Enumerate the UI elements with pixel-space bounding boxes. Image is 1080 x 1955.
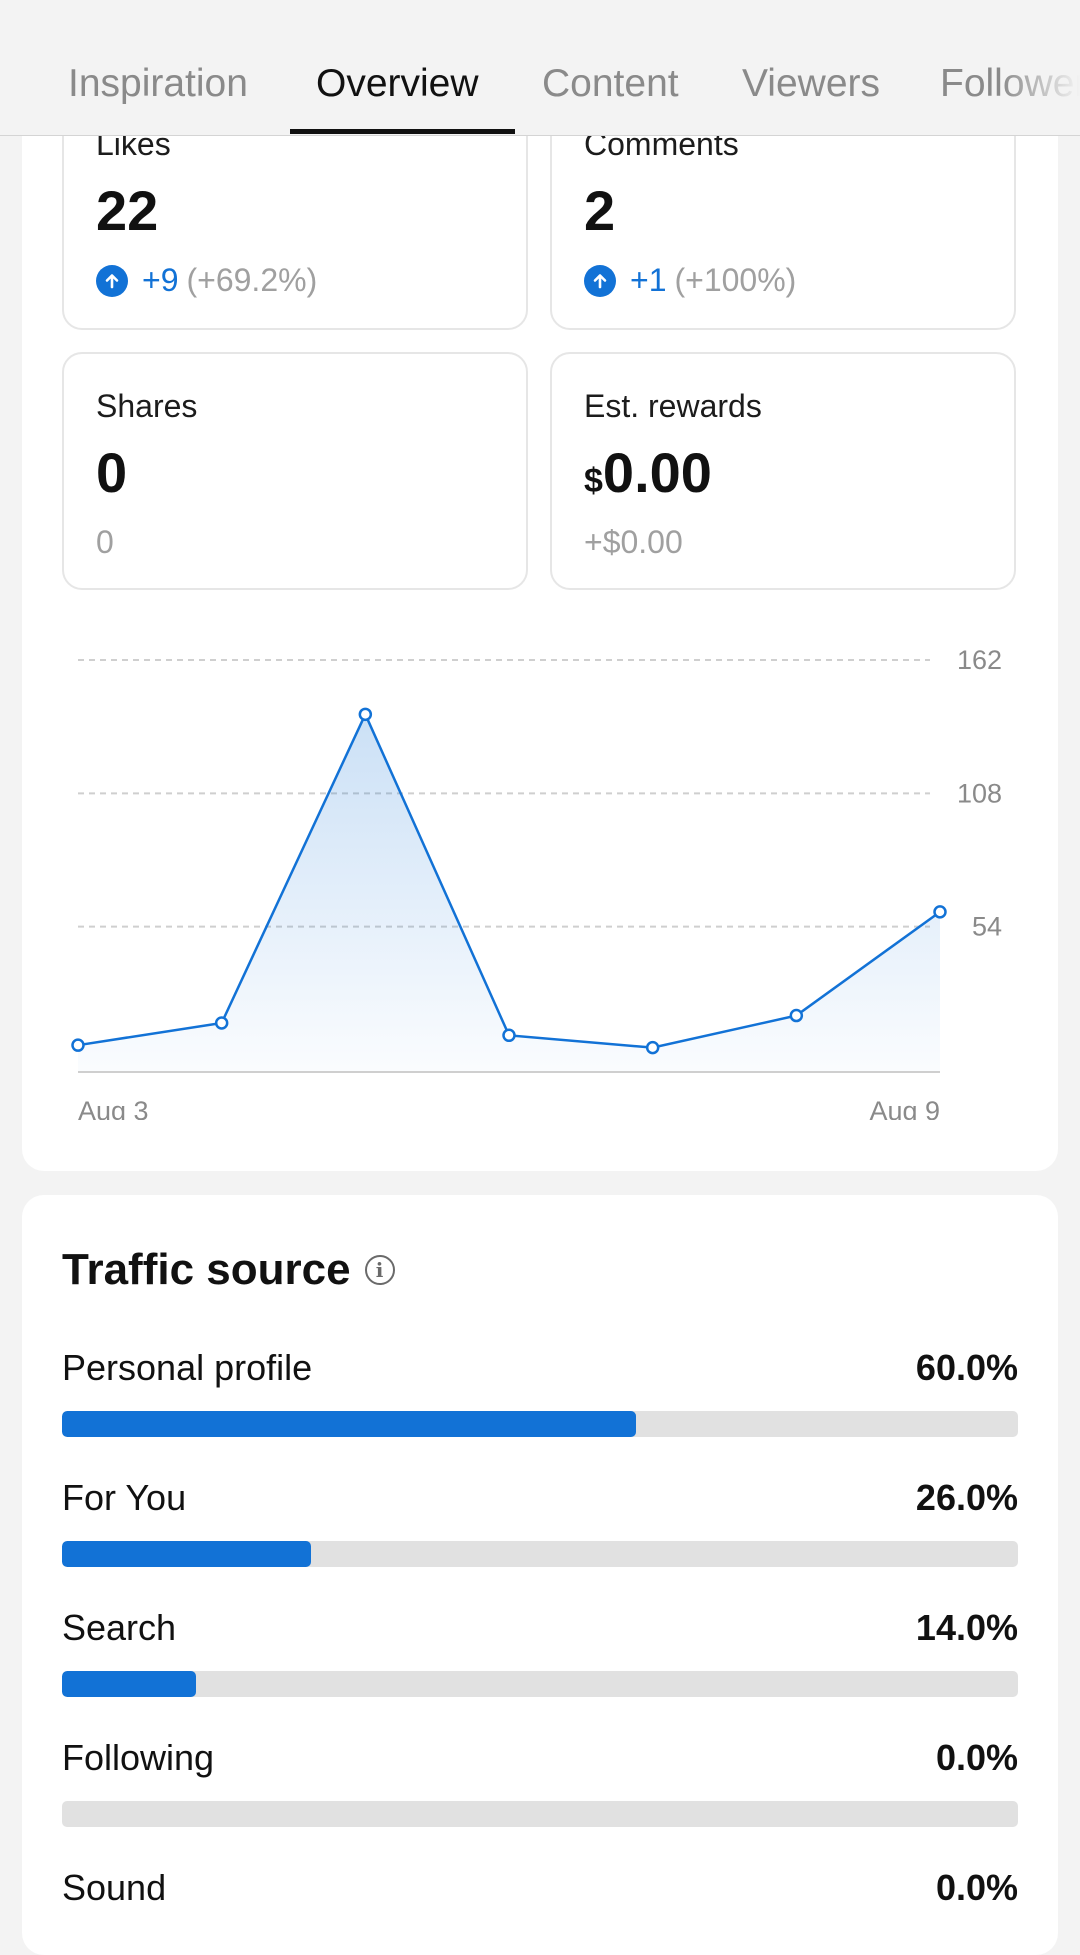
metric-comments-value: 2 (584, 179, 616, 242)
y-tick-label: 54 (972, 912, 1002, 942)
metric-likes-delta: +9 (+69.2%) (96, 262, 317, 299)
metric-shares-delta: 0 (96, 524, 114, 560)
y-tick-label: 108 (957, 778, 1002, 808)
source-name: Personal profile (62, 1347, 313, 1388)
metric-likes-value: 22 (96, 179, 159, 242)
metric-shares-value: 0 (96, 441, 128, 504)
source-percent: 26.0% (915, 1477, 1018, 1518)
metric-comments-delta: +1 (+100%) (584, 262, 796, 299)
tab-inspiration[interactable]: Inspiration (68, 62, 248, 105)
metric-likes-delta-value: +9 (142, 262, 179, 298)
source-bar-fill (62, 1541, 311, 1567)
metric-likes-delta-pct: (+69.2%) (186, 262, 318, 298)
data-point[interactable] (358, 707, 373, 722)
source-percent: 60.0% (915, 1347, 1018, 1388)
analytics-tab-bar: Inspiration Overview Content Viewers Fol… (0, 0, 1080, 136)
source-percent: 0.0% (935, 1737, 1018, 1778)
traffic-source-card: Traffic source i Personal profile 60.0% … (22, 1195, 1058, 1955)
source-bar-fill (62, 1411, 636, 1437)
tab-viewers[interactable]: Viewers (742, 62, 881, 105)
metric-rewards-value: $0.00 (584, 440, 712, 505)
data-point[interactable] (645, 1040, 660, 1055)
x-tick-label: Aug 9 (869, 1096, 940, 1120)
tab-content[interactable]: Content (542, 62, 679, 105)
source-bar-fill (62, 1671, 196, 1697)
active-tab-indicator (290, 129, 515, 134)
metric-comments-delta-value: +1 (630, 262, 667, 298)
source-bar-track (62, 1671, 1018, 1697)
metric-rewards-delta: +$0.00 (584, 524, 683, 560)
traffic-source-title: Traffic source (62, 1245, 351, 1294)
source-percent: 0.0% (935, 1867, 1018, 1908)
traffic-source-heading: Traffic source i (62, 1245, 395, 1295)
data-point[interactable] (789, 1008, 804, 1023)
source-name: Following (62, 1737, 215, 1778)
arrow-up-icon (584, 264, 616, 297)
metric-rewards[interactable]: Est. rewards $0.00 +$0.00 (550, 352, 1016, 590)
source-bar-track (62, 1411, 1018, 1437)
source-percent: 14.0% (915, 1607, 1018, 1648)
chart-area (78, 714, 940, 1072)
chart-labels: 54 108 162 Aug 3 Aug 9 (78, 645, 1002, 1120)
arrow-up-icon (96, 264, 128, 297)
x-tick-label: Aug 3 (78, 1096, 149, 1120)
data-point[interactable] (502, 1028, 516, 1043)
tab-overview[interactable]: Overview (316, 62, 479, 105)
source-name: For You (62, 1477, 187, 1518)
source-name: Search (62, 1607, 177, 1648)
source-name: Sound (62, 1867, 167, 1908)
chart-line (77, 711, 941, 1049)
data-point[interactable] (214, 1016, 229, 1030)
metric-comments-delta-pct: (+100%) (674, 262, 797, 298)
metric-shares-label: Shares (96, 388, 198, 424)
source-bar-track (62, 1801, 1018, 1827)
info-icon[interactable]: i (364, 1255, 395, 1285)
source-bar-track (62, 1541, 1018, 1567)
currency-symbol: $ (584, 462, 603, 500)
chart-grid (78, 659, 930, 928)
metric-rewards-amount: 0.00 (602, 441, 712, 504)
metric-rewards-label: Est. rewards (584, 388, 762, 424)
data-point[interactable] (933, 905, 947, 919)
metric-shares[interactable]: Shares 0 0 (62, 352, 528, 590)
chart-points (71, 707, 947, 1055)
tab-scroll-fade (1000, 0, 1080, 134)
y-tick-label: 162 (957, 645, 1002, 675)
data-point[interactable] (71, 1038, 85, 1052)
likes-trend-chart[interactable]: 54 108 162 Aug 3 Aug 9 (60, 640, 1020, 1120)
